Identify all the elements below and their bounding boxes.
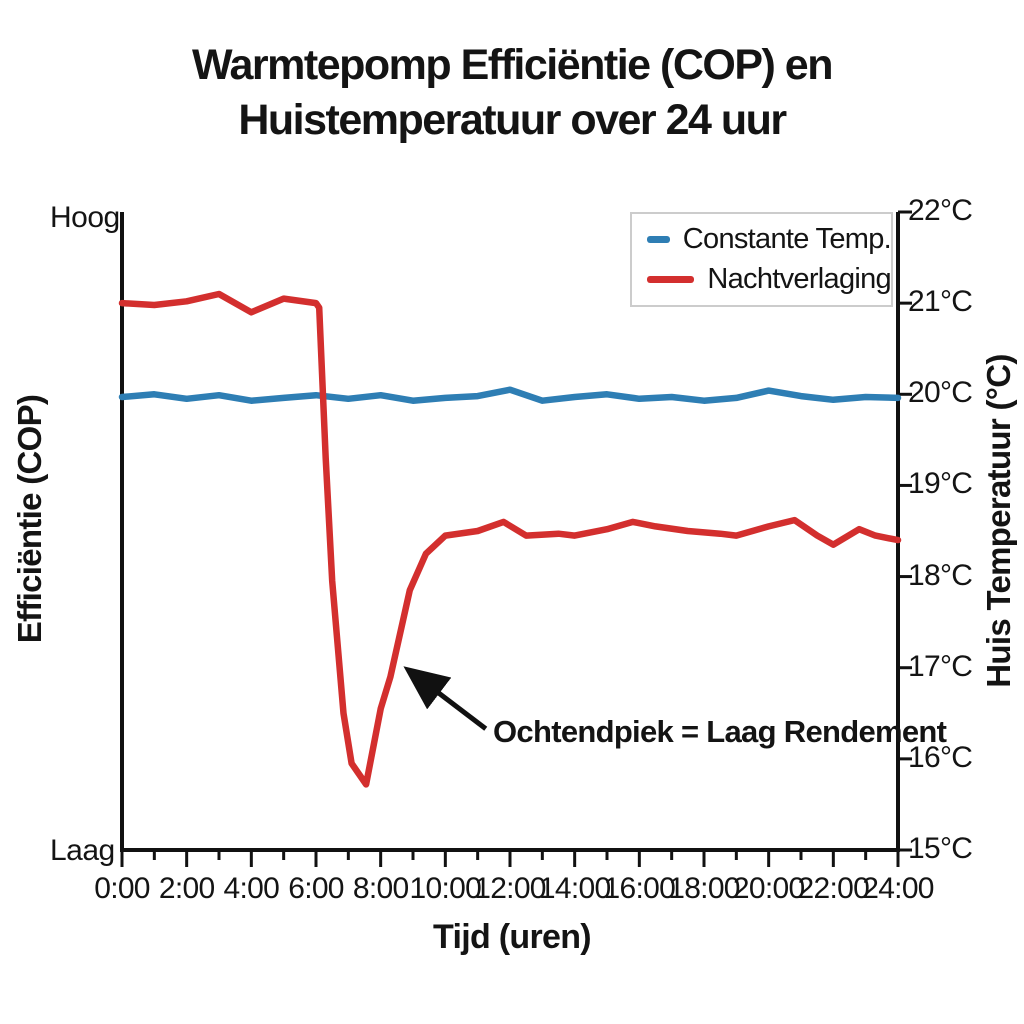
x-tick-label: 22:00 (797, 872, 870, 905)
x-tick-label: 10:00 (409, 872, 482, 905)
x-tick-label: 16:00 (603, 872, 676, 905)
right-axis-tick-label: 15°C (908, 832, 973, 865)
series-line-nachtverlaging (118, 290, 902, 788)
series-line-constante-temp (118, 386, 902, 404)
left-axis-top-label: Hoog (50, 201, 120, 234)
chart-title-line1: Warmtepomp Efficiëntie (COP) en (192, 41, 833, 89)
right-axis-tick-label: 21°C (908, 285, 973, 319)
right-axis-tick-label: 20°C (908, 376, 973, 410)
legend-label: Constante Temp. (682, 223, 892, 255)
legend-swatch-red-line-icon (647, 276, 695, 283)
right-axis-tick-label: 19°C (908, 467, 973, 501)
right-axis-tick-label: 17°C (908, 649, 973, 683)
x-tick-label: 2:00 (158, 872, 215, 905)
legend-label: Nachtverlaging (707, 263, 891, 295)
annotation-arrow-icon (403, 666, 488, 731)
right-axis-title: Huis Temperatuur (°C) (980, 354, 1017, 688)
chart-title: Warmtepomp Efficiëntie (COP) en Huistemp… (0, 38, 1024, 148)
x-tick-label: 20:00 (732, 872, 805, 905)
legend-swatch-blue-line-icon (647, 236, 670, 243)
right-axis-tick-label: 18°C (908, 558, 973, 592)
x-tick-label: 4:00 (223, 872, 280, 905)
x-tick-label: 18:00 (668, 872, 740, 905)
x-tick-label: 8:00 (352, 872, 409, 905)
legend: Constante Temp. Nachtverlaging (630, 212, 893, 307)
x-tick-label: 14:00 (538, 872, 611, 905)
right-axis-tick-label: 22°C (908, 194, 973, 227)
x-axis-title: Tijd (uren) (433, 918, 592, 956)
x-tick-label: 6:00 (288, 872, 344, 905)
x-tick-label: 12:00 (474, 872, 546, 905)
x-tick-label: 24:00 (862, 872, 934, 905)
right-axis-tick-label: 16°C (908, 740, 973, 774)
chart-title-line2: Huistemperatuur over 24 uur (238, 96, 787, 145)
legend-item-nachtverlaging: Nachtverlaging (647, 263, 892, 297)
legend-item-constante-temp: Constante Temp. (647, 223, 892, 257)
annotation-label: Ochtendpiek = Laag Rendement (493, 714, 947, 749)
left-axis-bottom-label: Laag (50, 834, 115, 867)
x-tick-label: 0:00 (94, 872, 150, 905)
left-axis-title: Efficiëntie (COP) (11, 394, 48, 644)
